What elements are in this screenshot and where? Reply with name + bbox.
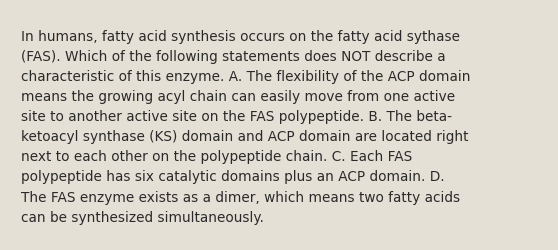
Text: In humans, fatty acid synthesis occurs on the fatty acid sythase
(FAS). Which of: In humans, fatty acid synthesis occurs o…: [21, 30, 471, 224]
